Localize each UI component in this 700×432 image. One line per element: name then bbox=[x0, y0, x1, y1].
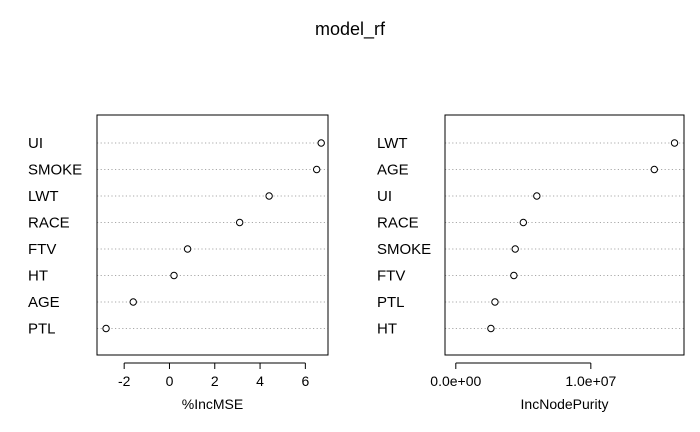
category-label: LWT bbox=[377, 135, 408, 152]
category-label: PTL bbox=[28, 321, 56, 338]
category-label: UI bbox=[377, 188, 392, 205]
data-point bbox=[650, 165, 658, 174]
data-point bbox=[265, 192, 273, 200]
category-label: PTL bbox=[377, 294, 405, 311]
category-label: RACE bbox=[377, 215, 419, 232]
panel-incnodepurity: LWT AGE UI RACE SMOKE FTV PTL HT 0.0e+00 1.0e+07 I… bbox=[377, 114, 685, 412]
data-point bbox=[312, 165, 321, 174]
chart-title: model_rf bbox=[315, 19, 386, 40]
x-tick-label: 2 bbox=[211, 373, 219, 389]
x-tick-label: 0 bbox=[166, 373, 174, 389]
data-point bbox=[510, 271, 518, 280]
data-point bbox=[183, 245, 192, 253]
x-tick-label: 0.0e+00 bbox=[430, 373, 481, 389]
data-point bbox=[533, 192, 541, 200]
plot-frame bbox=[444, 114, 685, 356]
data-point bbox=[129, 298, 137, 306]
category-label: UI bbox=[28, 135, 43, 152]
x-tick-label: 1.0e+07 bbox=[565, 373, 616, 389]
category-label: FTV bbox=[377, 268, 405, 285]
x-axis-title: IncNodePurity bbox=[521, 396, 609, 412]
category-label: FTV bbox=[28, 241, 56, 258]
panel-incmse: UI SMOKE LWT RACE FTV HT AGE PTL -2 0 2 4 6 %IncMSE bbox=[28, 114, 329, 412]
data-point bbox=[170, 271, 178, 280]
data-point bbox=[670, 139, 679, 147]
category-label: AGE bbox=[377, 162, 409, 179]
category-label: HT bbox=[377, 321, 397, 338]
x-tick-label: -2 bbox=[118, 373, 131, 389]
data-point bbox=[317, 139, 325, 147]
category-label: SMOKE bbox=[377, 241, 431, 258]
plot-frame bbox=[96, 114, 329, 356]
x-tick-label: 4 bbox=[256, 373, 264, 389]
data-point bbox=[519, 218, 528, 227]
data-point bbox=[235, 218, 244, 227]
x-axis-title: %IncMSE bbox=[182, 396, 243, 412]
data-point bbox=[511, 245, 519, 253]
category-label: LWT bbox=[28, 188, 59, 205]
data-point bbox=[102, 324, 110, 333]
data-point bbox=[491, 298, 499, 306]
category-label: HT bbox=[28, 268, 48, 285]
category-label: AGE bbox=[28, 294, 60, 311]
category-label: SMOKE bbox=[28, 162, 82, 179]
data-point bbox=[487, 324, 495, 333]
category-label: RACE bbox=[28, 215, 70, 232]
x-tick-label: 6 bbox=[301, 373, 309, 389]
